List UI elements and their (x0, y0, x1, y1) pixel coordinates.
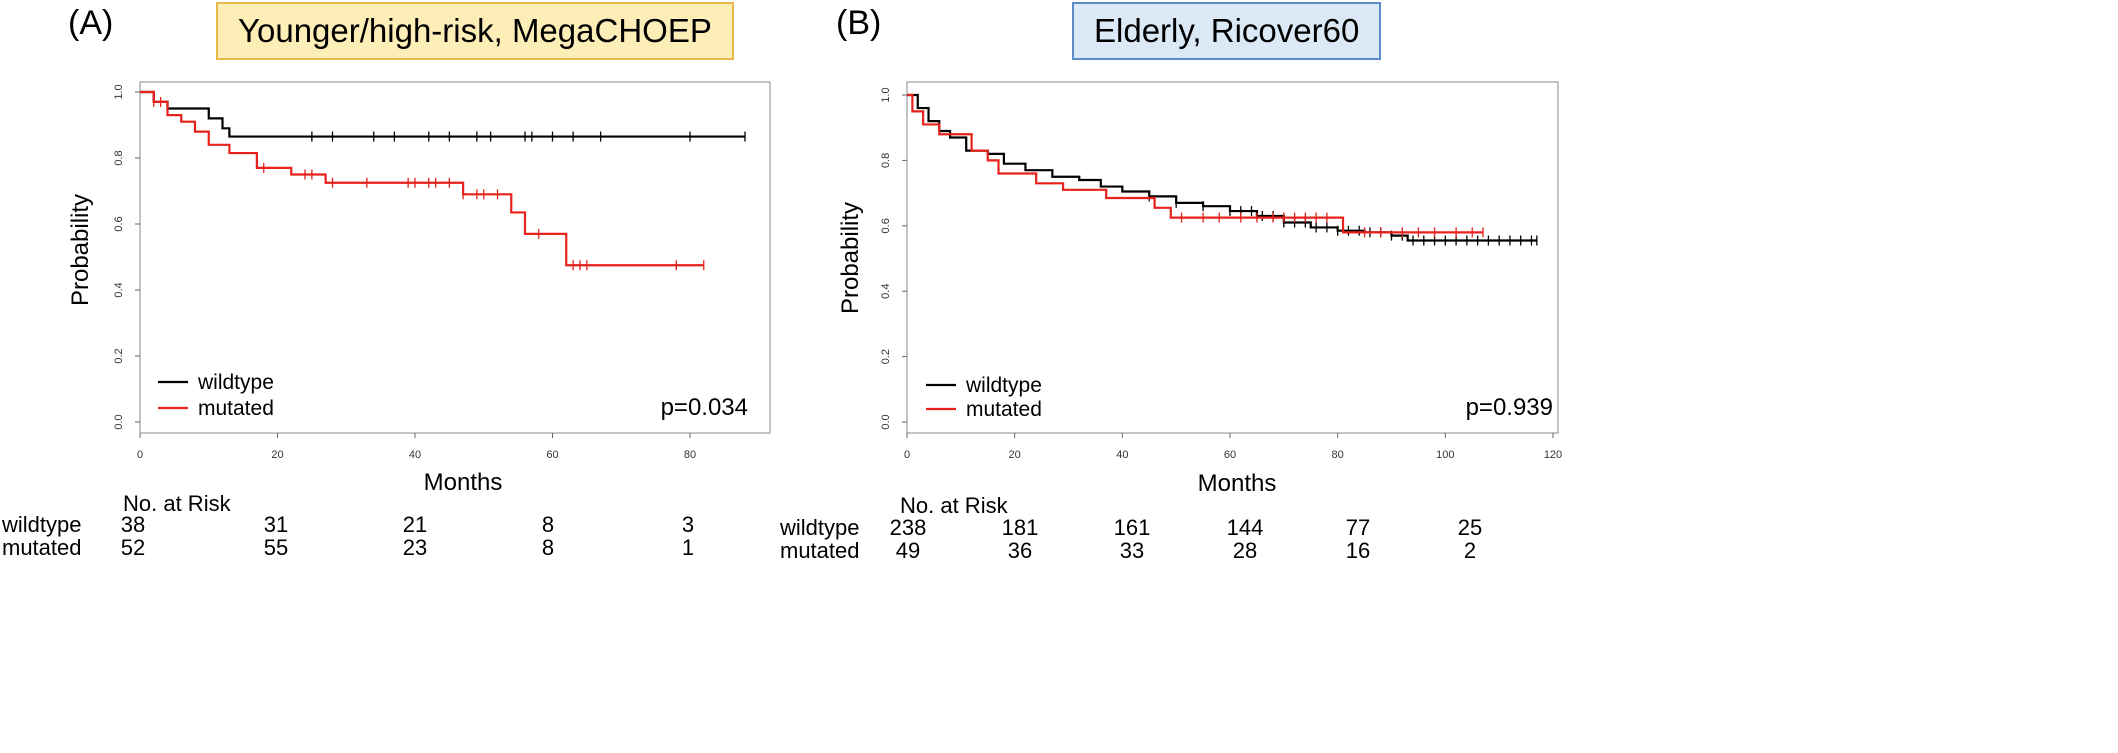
y-tick-label-b: 0.4 (880, 284, 892, 299)
y-tick-label-a: 0.8 (113, 150, 125, 165)
p-value-a: p=0.034 (661, 394, 748, 421)
x-tick-label-a: 20 (271, 449, 283, 461)
y-tick-label-b: 0.6 (880, 218, 892, 233)
km-curve-wildtype-a (140, 90, 745, 138)
risk-count-mutated-a: 55 (263, 535, 289, 560)
risk-count-mutated-a: 52 (120, 535, 146, 560)
risk-count-mutated-b: 36 (1007, 538, 1033, 563)
risk-count-wildtype-a: 38 (120, 512, 146, 537)
risk-count-wildtype-b: 161 (1113, 515, 1151, 540)
p-value-b: p=0.939 (1466, 394, 1553, 421)
y-tick-label-a: 0.6 (113, 216, 125, 231)
risk-count-mutated-b: 2 (1463, 538, 1477, 563)
panel-a-label: (A) (68, 4, 114, 42)
risk-count-mutated-b: 33 (1119, 538, 1145, 563)
risk-count-wildtype-a: 8 (541, 512, 555, 537)
x-tick-label-a: 60 (546, 449, 558, 461)
y-tick-label-b: 1.0 (880, 87, 892, 102)
plot-frame-b (906, 81, 1559, 434)
x-tick-label-b: 80 (1332, 449, 1344, 461)
x-tick-label-b: 100 (1436, 449, 1454, 461)
y-tick-label-b: 0.0 (880, 414, 892, 429)
x-axis-label-a: Months (424, 469, 503, 496)
risk-count-mutated-b: 16 (1345, 538, 1371, 563)
plot-frame-a (139, 81, 771, 434)
legend-label-wildtype-b: wildtype (965, 374, 1042, 397)
risk-row-label-wildtype-a: wildtype (2, 512, 82, 537)
risk-count-wildtype-a: 31 (263, 512, 289, 537)
x-tick-label-b: 40 (1116, 449, 1128, 461)
legend-label-wildtype-a: wildtype (197, 371, 274, 394)
x-tick-label-a: 40 (409, 449, 421, 461)
risk-count-mutated-a: 8 (541, 535, 555, 560)
y-tick-label-b: 0.2 (880, 349, 892, 364)
risk-count-mutated-a: 23 (402, 535, 428, 560)
legend-label-mutated-b: mutated (966, 398, 1042, 421)
panel-a-title: Younger/high-risk, MegaCHOEP (216, 2, 734, 60)
y-tick-label-a: 0.4 (113, 282, 125, 297)
x-axis-label-b: Months (1198, 470, 1277, 497)
x-tick-label-a: 0 (137, 449, 143, 461)
risk-count-wildtype-b: 77 (1345, 515, 1371, 540)
risk-count-mutated-b: 28 (1232, 538, 1258, 563)
risk-count-wildtype-a: 3 (681, 512, 695, 537)
risk-row-label-mutated-a: mutated (2, 535, 82, 560)
risk-count-wildtype-b: 181 (1001, 515, 1039, 540)
risk-row-label-mutated-b: mutated (780, 538, 860, 563)
km-curve-mutated-b (907, 93, 1484, 234)
panel-b-label: (B) (836, 4, 882, 42)
risk-count-mutated-b: 49 (895, 538, 921, 563)
risk-count-wildtype-a: 21 (402, 512, 428, 537)
km-curve-mutated-a (140, 90, 704, 267)
x-tick-label-b: 60 (1224, 449, 1236, 461)
legend-label-mutated-a: mutated (198, 397, 274, 420)
x-tick-label-b: 20 (1009, 449, 1021, 461)
x-tick-label-b: 120 (1544, 449, 1562, 461)
risk-row-label-wildtype-b: wildtype (780, 515, 860, 540)
risk-count-wildtype-b: 25 (1457, 515, 1483, 540)
x-tick-label-a: 80 (684, 449, 696, 461)
risk-count-wildtype-b: 144 (1226, 515, 1264, 540)
risk-table-title-a: No. at Risk (123, 491, 231, 516)
y-tick-label-a: 0.0 (113, 414, 125, 429)
risk-count-wildtype-b: 238 (889, 515, 927, 540)
y-tick-label-a: 0.2 (113, 348, 125, 363)
x-tick-label-b: 0 (904, 449, 910, 461)
y-tick-label-b: 0.8 (880, 153, 892, 168)
risk-count-mutated-a: 1 (681, 535, 695, 560)
y-axis-label-b: Probability (837, 202, 864, 314)
panel-b-title: Elderly, Ricover60 (1072, 2, 1382, 60)
y-tick-label-a: 1.0 (113, 84, 125, 99)
risk-table-title-b: No. at Risk (900, 493, 1008, 518)
y-axis-label-a: Probability (67, 194, 94, 306)
